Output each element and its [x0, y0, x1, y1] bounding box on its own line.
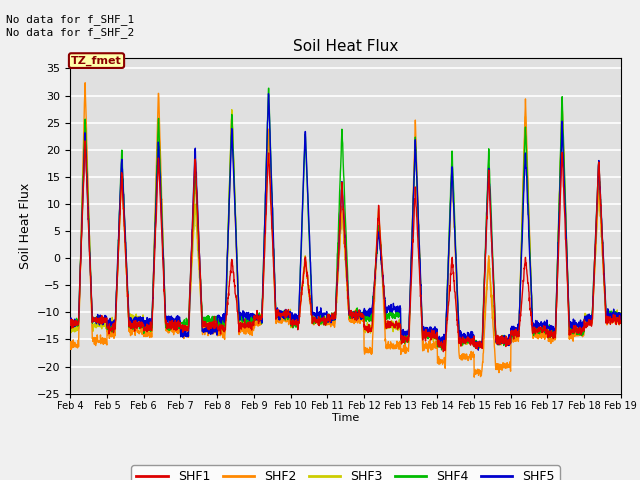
SHF5	[374, 239, 381, 245]
SHF4	[584, 318, 592, 324]
Y-axis label: Soil Heat Flux: Soil Heat Flux	[19, 182, 31, 269]
SHF1	[81, 138, 89, 144]
SHF3	[220, 325, 228, 331]
SHF2	[81, 80, 89, 85]
SHF4	[362, 315, 369, 321]
Line: SHF5: SHF5	[70, 94, 621, 350]
SHF2	[374, 229, 381, 235]
SHF5	[617, 313, 625, 319]
SHF5	[569, 322, 577, 327]
SHF1	[440, 349, 447, 355]
SHF1	[362, 323, 369, 329]
SHF3	[67, 322, 74, 327]
SHF1	[617, 320, 625, 326]
SHF2	[569, 330, 577, 336]
SHF2	[67, 343, 74, 348]
SHF3	[506, 338, 513, 344]
SHF4	[374, 238, 381, 244]
SHF1	[506, 338, 514, 344]
SHF3	[374, 229, 381, 235]
SHF2	[617, 321, 625, 326]
SHF2	[470, 374, 478, 380]
SHF3	[362, 330, 369, 336]
SHF4	[569, 325, 577, 331]
SHF3	[584, 316, 592, 322]
SHF5	[220, 311, 228, 316]
SHF5	[265, 91, 273, 96]
SHF1	[584, 320, 592, 325]
SHF2	[220, 335, 228, 340]
Line: SHF4: SHF4	[70, 88, 621, 350]
SHF4	[506, 339, 514, 345]
Text: TZ_fmet: TZ_fmet	[71, 56, 122, 66]
SHF4	[438, 347, 445, 353]
SHF2	[506, 359, 514, 365]
SHF3	[617, 315, 625, 321]
SHF1	[220, 327, 228, 333]
Legend: SHF1, SHF2, SHF3, SHF4, SHF5: SHF1, SHF2, SHF3, SHF4, SHF5	[131, 465, 560, 480]
SHF4	[220, 324, 228, 329]
SHF2	[584, 320, 592, 326]
SHF4	[617, 313, 625, 319]
X-axis label: Time: Time	[332, 413, 359, 423]
SHF1	[67, 317, 74, 323]
Line: SHF2: SHF2	[70, 83, 621, 377]
SHF5	[474, 347, 482, 353]
SHF3	[569, 329, 577, 335]
SHF4	[67, 320, 74, 326]
SHF5	[584, 314, 592, 320]
Title: Soil Heat Flux: Soil Heat Flux	[293, 39, 398, 54]
SHF3	[558, 104, 566, 110]
Line: SHF3: SHF3	[70, 107, 621, 349]
SHF1	[569, 329, 577, 335]
Text: No data for f_SHF_1
No data for f_SHF_2: No data for f_SHF_1 No data for f_SHF_2	[6, 14, 134, 38]
SHF2	[362, 345, 369, 351]
SHF5	[362, 308, 369, 314]
SHF5	[506, 340, 514, 346]
Line: SHF1: SHF1	[70, 141, 621, 352]
SHF4	[265, 85, 273, 91]
SHF1	[374, 223, 381, 228]
SHF3	[474, 346, 482, 352]
SHF5	[67, 319, 74, 325]
